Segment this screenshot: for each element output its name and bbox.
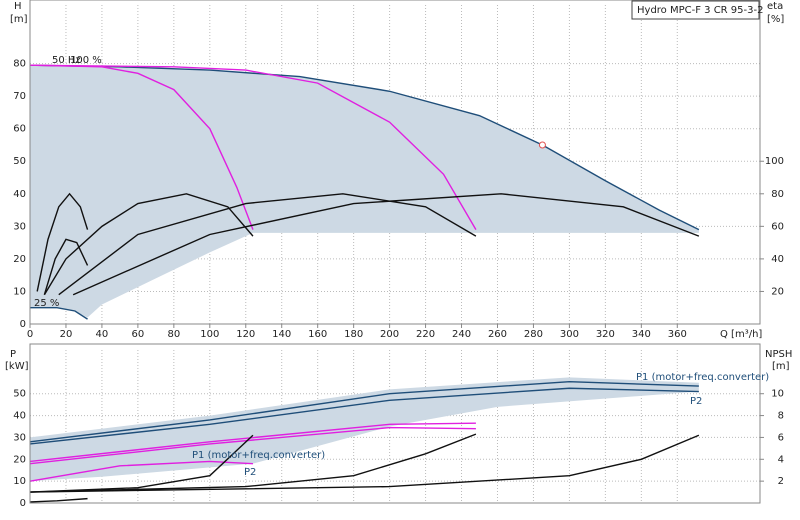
curve bbox=[29, 434, 700, 493]
y-tick-label: 20 bbox=[13, 254, 26, 265]
x-tick-label: 200 bbox=[380, 329, 399, 340]
plot-frame bbox=[29, 343, 761, 504]
annotation: P2 bbox=[244, 467, 256, 478]
operating-region bbox=[30, 65, 699, 318]
curve bbox=[29, 422, 476, 463]
annotation: 50 Hz bbox=[52, 55, 81, 66]
y2-tick-label: 8 bbox=[778, 411, 784, 422]
y2-tick-label: 80 bbox=[771, 189, 784, 200]
y2-tick-label: 60 bbox=[771, 221, 784, 232]
curve bbox=[29, 64, 700, 231]
y2-unit: [m] bbox=[772, 361, 790, 372]
y2-tick-label: 2 bbox=[778, 476, 784, 487]
y2-tick-label: 6 bbox=[778, 432, 784, 443]
y-tick-label: 50 bbox=[13, 389, 26, 400]
curve bbox=[29, 64, 477, 230]
y-label: H bbox=[14, 1, 22, 12]
x-tick-label: 40 bbox=[96, 329, 109, 340]
x-tick-label: 120 bbox=[236, 329, 255, 340]
curve bbox=[29, 387, 699, 445]
curve bbox=[36, 192, 89, 292]
curve bbox=[29, 433, 477, 493]
x-tick-label: 20 bbox=[60, 329, 73, 340]
x-tick-label: 140 bbox=[272, 329, 291, 340]
x-tick-label: 80 bbox=[167, 329, 180, 340]
y-tick-label: 80 bbox=[13, 59, 26, 70]
y-tick-label: 10 bbox=[13, 286, 26, 297]
title-box bbox=[631, 0, 760, 20]
y2-label: NPSH bbox=[765, 349, 792, 360]
y-tick-label: 0 bbox=[20, 498, 26, 509]
curve bbox=[29, 426, 476, 465]
curve bbox=[43, 238, 89, 295]
x-tick-label: 180 bbox=[344, 329, 363, 340]
y-unit: [m] bbox=[10, 14, 28, 25]
curve bbox=[43, 193, 254, 296]
y2-tick-label: 100 bbox=[765, 156, 784, 167]
x-label: Q [m³/h] bbox=[720, 329, 762, 340]
y-tick-label: 30 bbox=[13, 432, 26, 443]
curve bbox=[29, 497, 88, 503]
x-tick-label: 280 bbox=[524, 329, 543, 340]
curve bbox=[30, 307, 88, 320]
y2-tick-label: 40 bbox=[771, 254, 784, 265]
y-tick-label: 40 bbox=[13, 411, 26, 422]
y-tick-label: 60 bbox=[13, 124, 26, 135]
x-tick-label: 100 bbox=[200, 329, 219, 340]
y2-tick-label: 10 bbox=[771, 389, 784, 400]
x-tick-label: 300 bbox=[560, 329, 579, 340]
y-tick-label: 40 bbox=[13, 189, 26, 200]
x-tick-label: 60 bbox=[132, 329, 145, 340]
annotation: P2 bbox=[690, 396, 702, 407]
y-tick-label: 10 bbox=[13, 476, 26, 487]
y-label: P bbox=[10, 349, 16, 360]
curve bbox=[29, 460, 253, 482]
y2-unit: [%] bbox=[767, 14, 784, 25]
y2-label: eta bbox=[767, 1, 783, 12]
y-tick-label: 20 bbox=[13, 454, 26, 465]
duty-point bbox=[538, 141, 546, 149]
x-tick-label: 0 bbox=[27, 329, 33, 340]
chart-title: Hydro MPC-F 3 CR 95-3-2 bbox=[637, 5, 763, 16]
x-tick-label: 360 bbox=[668, 329, 687, 340]
y-tick-label: 70 bbox=[13, 91, 26, 102]
y-tick-label: 30 bbox=[13, 221, 26, 232]
y2-tick-label: 20 bbox=[771, 286, 784, 297]
y-unit: [kW] bbox=[5, 361, 29, 372]
annotation: P1 (motor+freq.converter) bbox=[636, 372, 769, 383]
x-tick-label: 340 bbox=[632, 329, 651, 340]
y-tick-label: 50 bbox=[13, 156, 26, 167]
annotation: 100 % bbox=[70, 55, 102, 66]
x-tick-label: 160 bbox=[308, 329, 327, 340]
curve bbox=[29, 380, 699, 443]
curve bbox=[29, 64, 254, 230]
x-tick-label: 260 bbox=[488, 329, 507, 340]
curve bbox=[29, 434, 254, 493]
x-tick-label: 320 bbox=[596, 329, 615, 340]
annotation: P1 (motor+freq.converter) bbox=[192, 450, 325, 461]
x-tick-label: 240 bbox=[452, 329, 471, 340]
annotation: 25 % bbox=[34, 298, 59, 309]
curve bbox=[72, 193, 700, 296]
x-tick-label: 220 bbox=[416, 329, 435, 340]
curve bbox=[58, 193, 477, 296]
y2-tick-label: 4 bbox=[778, 454, 784, 465]
y-tick-label: 0 bbox=[20, 319, 26, 330]
plot-frame bbox=[29, 0, 761, 325]
